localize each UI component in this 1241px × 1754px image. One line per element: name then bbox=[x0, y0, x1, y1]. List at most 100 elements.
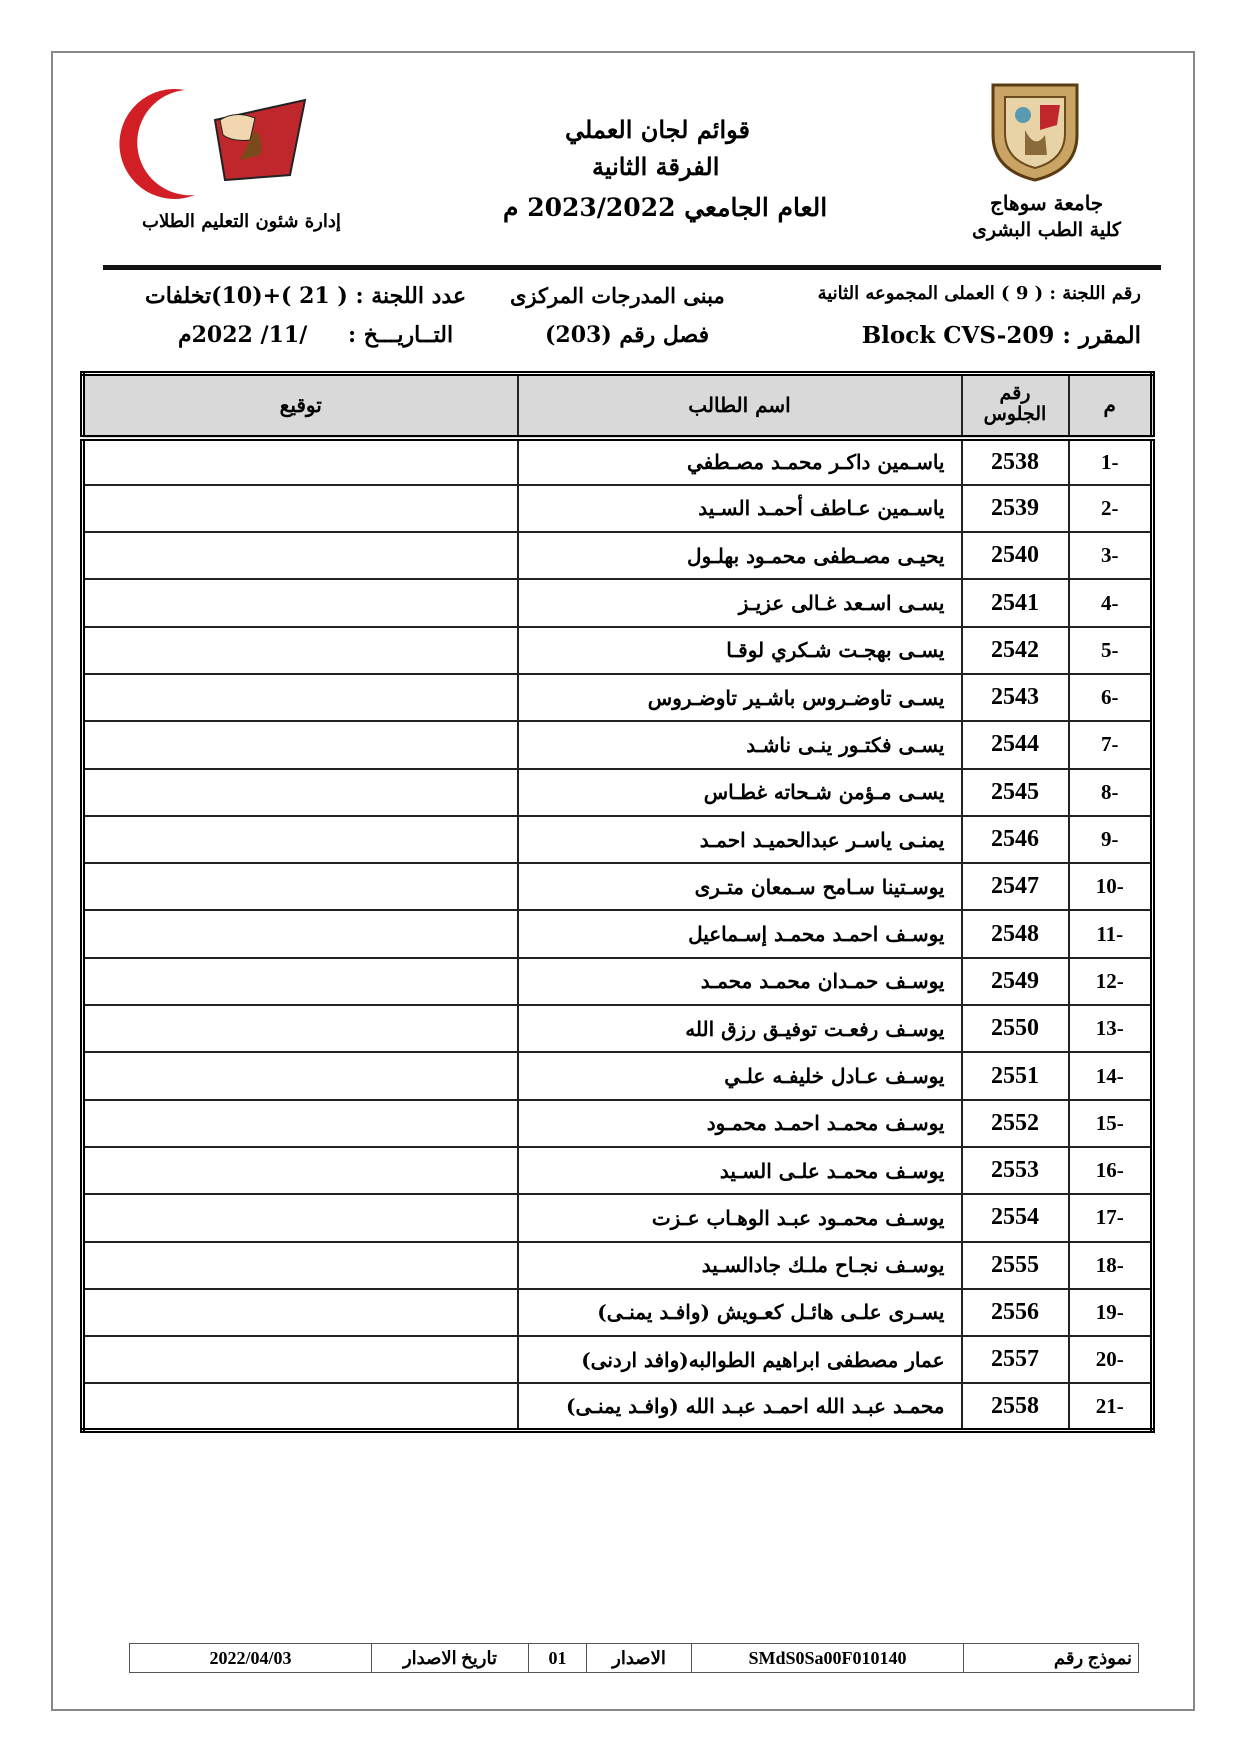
row-number: -7 bbox=[1067, 720, 1154, 770]
student-name: يوسـف محمـد علـى السـيد bbox=[516, 1145, 963, 1196]
department-name: إدارة شئون التعليم الطلاب bbox=[142, 211, 341, 232]
signature-cell[interactable] bbox=[81, 672, 519, 723]
row-number: -4 bbox=[1067, 578, 1154, 628]
signature-cell[interactable] bbox=[81, 1051, 519, 1101]
student-name: يمنـى ياسـر عبدالحميـد احمـد bbox=[516, 814, 963, 865]
row-number: -16 bbox=[1067, 1145, 1154, 1196]
signature-cell[interactable] bbox=[81, 1335, 519, 1385]
seat-number: 2552 bbox=[960, 1098, 1070, 1148]
row-number: -2 bbox=[1067, 483, 1154, 534]
table-row: -5 2542 يسـى بهجـت شـكري لوقـا bbox=[81, 625, 1154, 675]
seat-number: 2549 bbox=[960, 956, 1070, 1007]
row-number: -14 bbox=[1067, 1051, 1154, 1101]
seat-number: 2545 bbox=[960, 767, 1070, 817]
table-row: -21 2558 محمـد عبـد الله احمـد عبـد الله (… bbox=[81, 1382, 1154, 1432]
academic-year: العام الجامعي 2023/2022 م bbox=[503, 193, 828, 222]
row-number: -17 bbox=[1067, 1193, 1154, 1243]
table-row: -13 2550 يوسـف رفعـت توفيـق رزق الله bbox=[81, 1004, 1154, 1054]
student-name: يسـى تاوضـروس باشـير تاوضـروس bbox=[516, 672, 963, 723]
signature-cell[interactable] bbox=[81, 720, 519, 770]
student-name: يوسـف حمـدان محمـد محمـد bbox=[516, 956, 963, 1007]
signature-cell[interactable] bbox=[81, 1098, 519, 1148]
header-name: اسم الطالب bbox=[516, 372, 963, 441]
signature-cell[interactable] bbox=[81, 1240, 519, 1290]
student-name: عمار مصطفى ابراهيم الطوالبه(وافد اردنى) bbox=[516, 1335, 963, 1385]
room: فصل رقم (203) bbox=[545, 322, 710, 348]
title-line2: الفرقة الثانية bbox=[592, 152, 720, 181]
table-row: -1 2538 ياسـمين داكـر محمـد مصـطفي bbox=[81, 436, 1154, 486]
row-number: -19 bbox=[1067, 1287, 1154, 1338]
signature-cell[interactable] bbox=[81, 483, 519, 534]
signature-cell[interactable] bbox=[81, 1004, 519, 1054]
signature-cell[interactable] bbox=[81, 578, 519, 628]
student-name: يوسـف نجـاح ملـك جادالسـيد bbox=[516, 1240, 963, 1290]
row-number: -12 bbox=[1067, 956, 1154, 1007]
header-divider bbox=[103, 265, 1161, 270]
university-name: جامعة سوهاج bbox=[990, 191, 1104, 215]
table-row: -11 2548 يوسـف احمـد محمـد إسـماعيل bbox=[81, 909, 1154, 959]
committee-count: عدد اللجنة : ( 21 )+(10)تخلفات bbox=[145, 283, 467, 309]
signature-cell[interactable] bbox=[81, 531, 519, 581]
seat-number: 2547 bbox=[960, 862, 1070, 912]
date-value: /11/ 2022م bbox=[178, 322, 308, 348]
row-number: -15 bbox=[1067, 1098, 1154, 1148]
sohag-university-logo bbox=[991, 83, 1079, 182]
form-footer: نموذج رقم SMdS0Sa00F010140 الاصدار 01 تا… bbox=[129, 1643, 1139, 1673]
signature-cell[interactable] bbox=[81, 1193, 519, 1243]
student-name: يوسـف رفعـت توفيـق رزق الله bbox=[516, 1004, 963, 1054]
signature-cell[interactable] bbox=[81, 956, 519, 1007]
student-name: يحيـى مصـطفى محمـود بهلـول bbox=[516, 531, 963, 581]
row-number: -10 bbox=[1067, 862, 1154, 912]
signature-cell[interactable] bbox=[81, 909, 519, 959]
row-number: -20 bbox=[1067, 1335, 1154, 1385]
signature-cell[interactable] bbox=[81, 436, 519, 486]
header-no: م bbox=[1067, 372, 1154, 441]
table-row: -4 2541 يسـى اسـعد غـالى عزيـز bbox=[81, 578, 1154, 628]
table-row: -19 2556 يسـرى علـى هائـل كعـويش (وافـد يم… bbox=[81, 1287, 1154, 1338]
table-row: -8 2545 يسـى مـؤمن شـحاته غطـاس bbox=[81, 767, 1154, 817]
issue-date-value: 2022/04/03 bbox=[129, 1643, 372, 1673]
header-signature: توقيع bbox=[81, 372, 519, 441]
student-name: يسـى بهجـت شـكري لوقـا bbox=[516, 625, 963, 675]
issue-date-label: تاريخ الاصدار bbox=[371, 1643, 529, 1673]
row-number: -6 bbox=[1067, 672, 1154, 723]
faculty-name: كلية الطب البشرى bbox=[972, 219, 1121, 241]
faculty-of-medicine-logo bbox=[119, 88, 307, 199]
seat-number: 2544 bbox=[960, 720, 1070, 770]
signature-cell[interactable] bbox=[81, 1382, 519, 1432]
seat-number: 2540 bbox=[960, 531, 1070, 581]
committee-number: رقم اللجنة : ( 9 ) العملى المجموعه الثان… bbox=[817, 283, 1141, 304]
seat-number: 2554 bbox=[960, 1193, 1070, 1243]
issue-label: الاصدار bbox=[586, 1643, 692, 1673]
seat-number: 2558 bbox=[960, 1382, 1070, 1432]
seat-number: 2555 bbox=[960, 1240, 1070, 1290]
seat-number: 2543 bbox=[960, 672, 1070, 723]
date-label: التــاريـــخ : bbox=[348, 322, 454, 348]
signature-cell[interactable] bbox=[81, 1287, 519, 1338]
table-header-row: م رقم الجلوس اسم الطالب توقيع bbox=[81, 372, 1154, 441]
table-row: -2 2539 ياسـمين عـاطف أحمـد السـيد bbox=[81, 483, 1154, 534]
table-row: -16 2553 يوسـف محمـد علـى السـيد bbox=[81, 1145, 1154, 1196]
page-border bbox=[51, 51, 1195, 1711]
seat-number: 2557 bbox=[960, 1335, 1070, 1385]
row-number: -1 bbox=[1067, 436, 1154, 486]
row-number: -11 bbox=[1067, 909, 1154, 959]
student-name: يوسـف محمـد احمـد محمـود bbox=[516, 1098, 963, 1148]
signature-cell[interactable] bbox=[81, 814, 519, 865]
row-number: -5 bbox=[1067, 625, 1154, 675]
row-number: -3 bbox=[1067, 531, 1154, 581]
signature-cell[interactable] bbox=[81, 1145, 519, 1196]
signature-cell[interactable] bbox=[81, 767, 519, 817]
form-value: SMdS0Sa00F010140 bbox=[691, 1643, 964, 1673]
signature-cell[interactable] bbox=[81, 625, 519, 675]
building: مبنى المدرجات المركزى bbox=[510, 283, 725, 308]
student-name: يوسـف احمـد محمـد إسـماعيل bbox=[516, 909, 963, 959]
table-row: -20 2557 عمار مصطفى ابراهيم الطوالبه(وافد … bbox=[81, 1335, 1154, 1385]
signature-cell[interactable] bbox=[81, 862, 519, 912]
title-line1: قوائم لجان العملي bbox=[565, 115, 751, 144]
table-row: -17 2554 يوسـف محمـود عبـد الوهـاب عـزت bbox=[81, 1193, 1154, 1243]
student-name: يسـى مـؤمن شـحاته غطـاس bbox=[516, 767, 963, 817]
seat-number: 2551 bbox=[960, 1051, 1070, 1101]
student-name: يسـى اسـعد غـالى عزيـز bbox=[516, 578, 963, 628]
table-row: -18 2555 يوسـف نجـاح ملـك جادالسـيد bbox=[81, 1240, 1154, 1290]
